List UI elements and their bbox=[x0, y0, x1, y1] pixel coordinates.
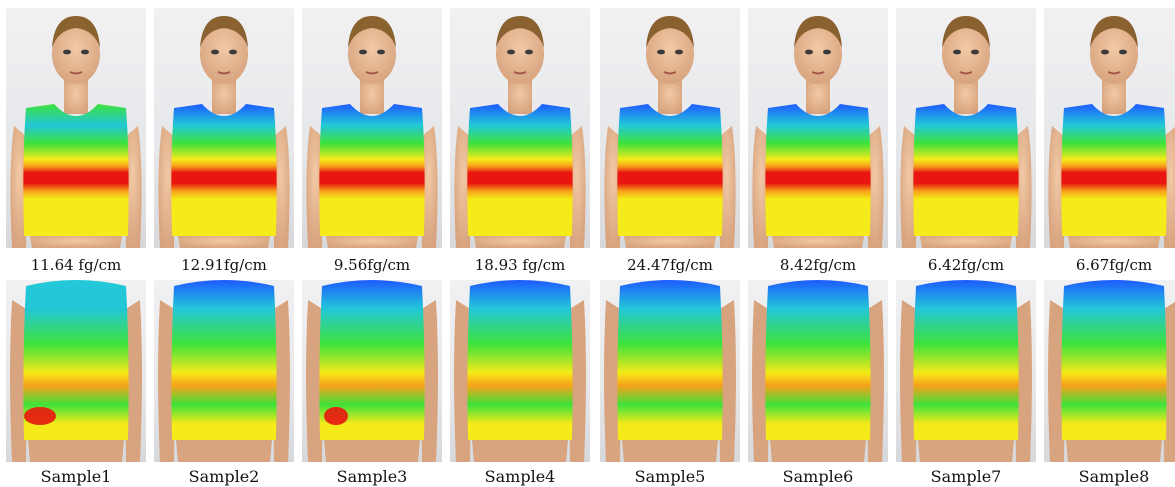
sample-grid: 11.64 fg/cm Sample1 bbox=[6, 8, 1175, 487]
sample-label: Sample3 bbox=[336, 467, 408, 486]
back-heatmap-image bbox=[600, 280, 740, 462]
pressure-value: 24.47fg/cm bbox=[627, 256, 713, 274]
sample-column: 11.64 fg/cm Sample1 bbox=[6, 8, 146, 487]
sample-column: 12.91fg/cm Sample2 bbox=[154, 8, 294, 487]
pressure-value: 9.56fg/cm bbox=[333, 256, 411, 274]
sample-column: 9.56fg/cm Sample3 bbox=[302, 8, 442, 487]
sample-column: 8.42fg/cm Sample6 bbox=[748, 8, 888, 487]
sample-label: Sample7 bbox=[930, 467, 1002, 486]
front-heatmap-image bbox=[748, 8, 888, 248]
front-heatmap-image bbox=[450, 8, 590, 248]
front-heatmap-image bbox=[1044, 8, 1175, 248]
sample-label: Sample2 bbox=[188, 467, 260, 486]
pressure-value: 8.42fg/cm bbox=[779, 256, 857, 274]
sample-column: 6.42fg/cm Sample7 bbox=[896, 8, 1036, 487]
sample-label: Sample5 bbox=[634, 467, 706, 486]
front-heatmap-image bbox=[302, 8, 442, 248]
back-heatmap-image bbox=[748, 280, 888, 462]
front-heatmap-image bbox=[154, 8, 294, 248]
pressure-value: 12.91fg/cm bbox=[181, 256, 267, 274]
back-heatmap-image bbox=[6, 280, 146, 462]
sample-label: Sample8 bbox=[1078, 467, 1150, 486]
pressure-value: 11.64 fg/cm bbox=[30, 256, 122, 274]
sample-label: Sample1 bbox=[40, 467, 112, 486]
back-heatmap-image bbox=[896, 280, 1036, 462]
pressure-value: 6.67fg/cm bbox=[1075, 256, 1153, 274]
pressure-value: 18.93 fg/cm bbox=[474, 256, 566, 274]
sample-column: 18.93 fg/cm Sample4 bbox=[450, 8, 590, 487]
front-heatmap-image bbox=[6, 8, 146, 248]
sample-label: Sample6 bbox=[782, 467, 854, 486]
back-heatmap-image bbox=[450, 280, 590, 462]
back-heatmap-image bbox=[1044, 280, 1175, 462]
sample-column: 6.67fg/cm Sample8 bbox=[1044, 8, 1175, 487]
pressure-value: 6.42fg/cm bbox=[927, 256, 1005, 274]
front-heatmap-image bbox=[600, 8, 740, 248]
back-heatmap-image bbox=[154, 280, 294, 462]
back-heatmap-image bbox=[302, 280, 442, 462]
front-heatmap-image bbox=[896, 8, 1036, 248]
sample-label: Sample4 bbox=[484, 467, 556, 486]
sample-column: 24.47fg/cm Sample5 bbox=[600, 8, 740, 487]
